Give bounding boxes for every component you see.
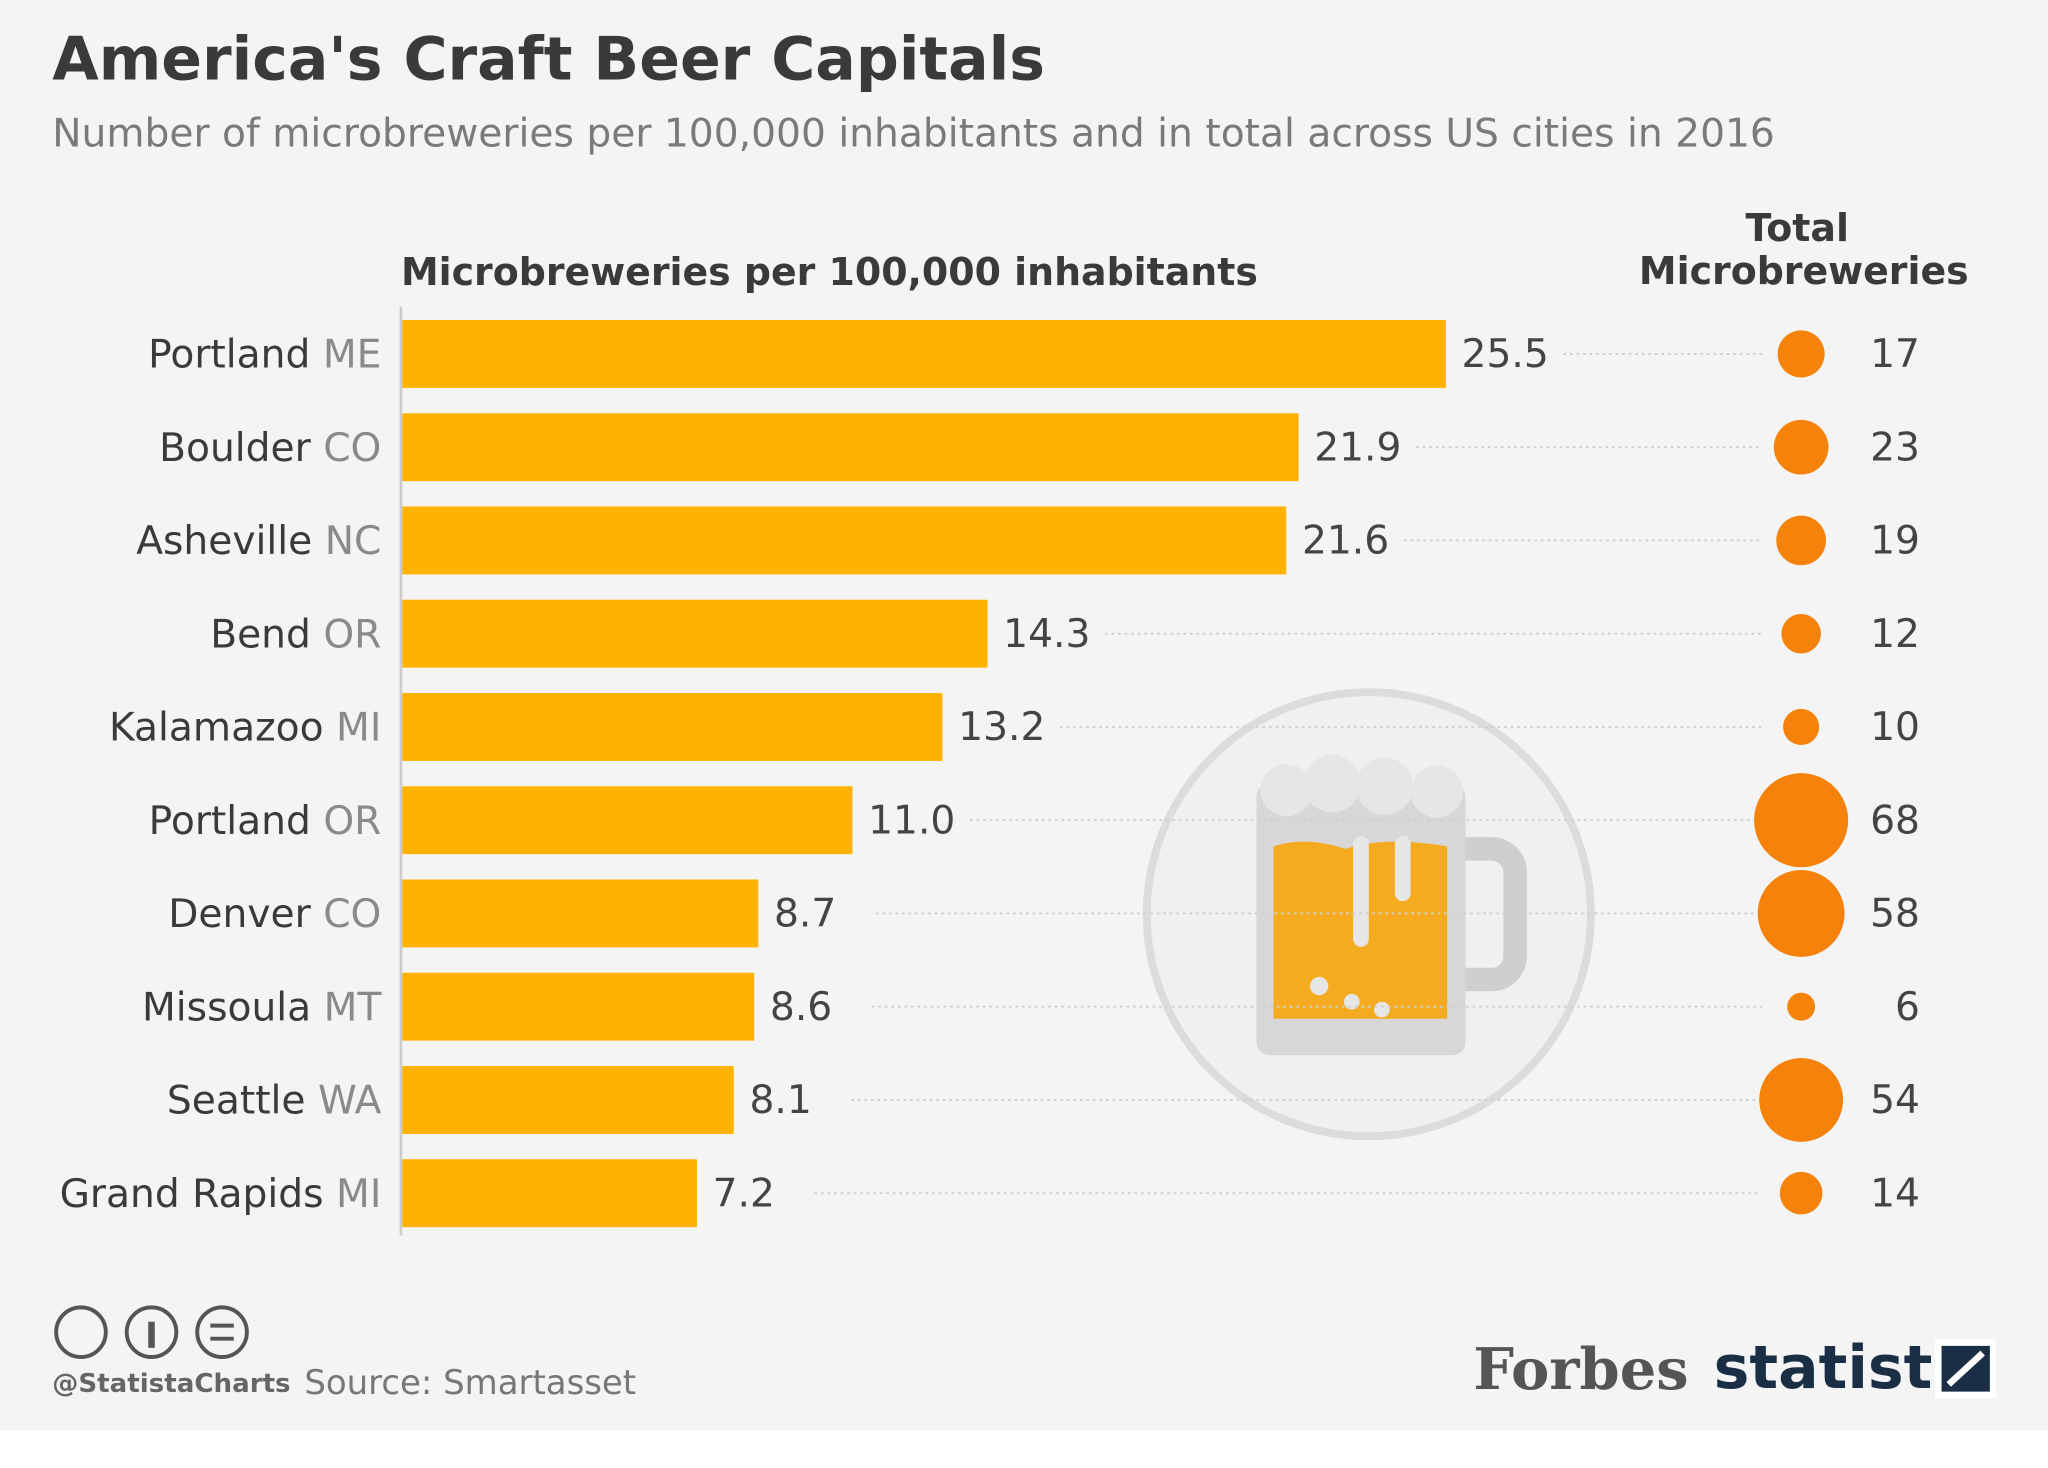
bar (402, 506, 1287, 575)
value-label: 7.2 (713, 1171, 775, 1216)
category-label: Bend OR (210, 612, 381, 657)
footer-handle: @StatistaCharts (52, 1369, 290, 1399)
value-label: 11.0 (868, 798, 955, 843)
value-label: 14.3 (1003, 612, 1090, 657)
bubble (1787, 992, 1816, 1021)
category-label: Missoula MT (142, 985, 382, 1030)
bubble-label: 6 (1895, 985, 1920, 1030)
category-label: Denver CO (168, 892, 381, 937)
bubble-label: 68 (1870, 798, 1920, 843)
value-label: 8.1 (749, 1078, 811, 1123)
bubble-label: 14 (1870, 1171, 1920, 1216)
value-label: 13.2 (958, 705, 1045, 750)
bubble (1757, 870, 1845, 957)
category-label: Portland OR (149, 798, 382, 843)
bubble (1759, 1058, 1844, 1142)
value-label: 8.7 (774, 892, 836, 937)
category-label: Asheville NC (136, 519, 381, 564)
bar (402, 599, 988, 668)
bubble-label: 23 (1870, 425, 1920, 470)
footer-brand: statista (1714, 1333, 1973, 1403)
value-label: 25.5 (1462, 332, 1549, 377)
bar (402, 413, 1299, 482)
category-label: Grand Rapids MI (60, 1171, 382, 1216)
bar (402, 1159, 697, 1228)
chart-title: America's Craft Beer Capitals (52, 24, 1045, 94)
bubble (1773, 419, 1829, 475)
bubble-label: 19 (1870, 519, 1920, 564)
license-icons (54, 1305, 249, 1359)
value-label: 8.6 (770, 985, 832, 1030)
bubble (1783, 708, 1820, 745)
bar (402, 1065, 734, 1134)
bubble-label: 54 (1870, 1078, 1920, 1123)
value-label: 21.9 (1314, 425, 1401, 470)
bubble-label: 10 (1870, 705, 1920, 750)
bubble (1779, 1171, 1823, 1215)
bar (402, 692, 943, 761)
bar (402, 786, 853, 855)
background (0, 0, 2048, 1431)
bubble-label: 12 (1870, 612, 1920, 657)
bubble (1781, 613, 1821, 654)
category-label: Kalamazoo MI (109, 705, 381, 750)
brand-logo (1935, 1339, 1997, 1399)
category-label: Seattle WA (167, 1078, 382, 1123)
category-label: Portland ME (148, 332, 381, 377)
value-label: 21.6 (1302, 519, 1389, 564)
footer-source: Source: Smartasset (304, 1363, 636, 1403)
bubble (1777, 330, 1825, 378)
bubble-header: Total Microbreweries (1626, 205, 1969, 292)
bubble (1776, 515, 1826, 566)
bubble-label: 17 (1870, 332, 1920, 377)
bubble (1754, 773, 1849, 868)
category-label: Boulder CO (159, 425, 381, 470)
bar (402, 972, 755, 1041)
bar-header: Microbreweries per 100,000 inhabitants (401, 250, 1258, 294)
bar (402, 319, 1446, 388)
bar (402, 879, 759, 948)
beer-icon (1142, 688, 1595, 1141)
bubble-label: 58 (1870, 892, 1920, 937)
footer-partner: Forbes (1473, 1335, 1688, 1403)
chart-subtitle: Number of microbreweries per 100,000 inh… (52, 111, 1775, 156)
